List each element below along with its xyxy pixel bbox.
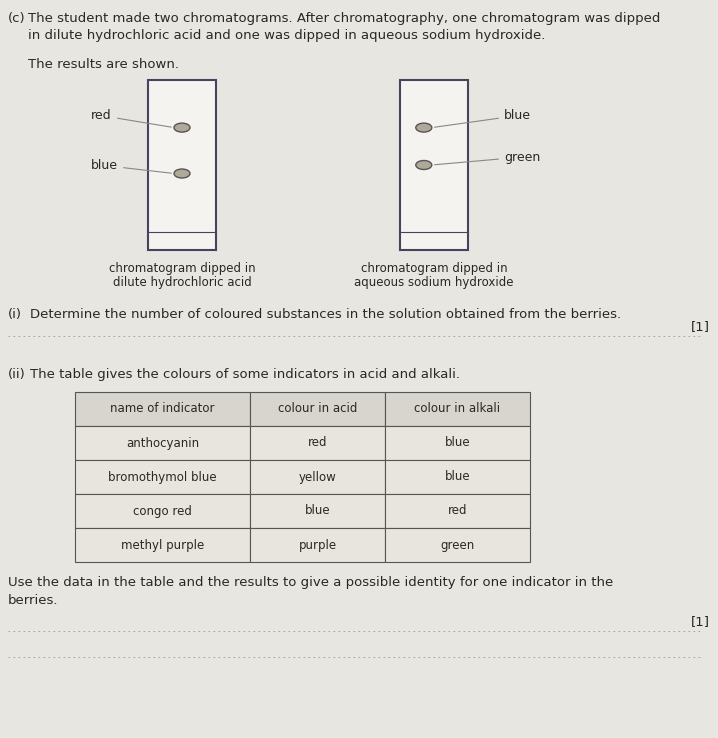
Text: The table gives the colours of some indicators in acid and alkali.: The table gives the colours of some indi… — [30, 368, 460, 381]
Text: red: red — [448, 505, 467, 517]
Text: The student made two chromatograms. After chromatography, one chromatogram was d: The student made two chromatograms. Afte… — [28, 12, 661, 42]
Bar — [385, 494, 530, 528]
Text: chromatogram dipped in: chromatogram dipped in — [108, 262, 256, 275]
Bar — [75, 494, 250, 528]
Text: yellow: yellow — [299, 471, 336, 483]
Text: (i): (i) — [8, 308, 22, 321]
Text: blue: blue — [91, 159, 172, 173]
Text: aqueous sodium hydroxide: aqueous sodium hydroxide — [354, 276, 514, 289]
Bar — [75, 392, 250, 426]
Text: chromatogram dipped in: chromatogram dipped in — [360, 262, 508, 275]
Bar — [148, 80, 216, 250]
Ellipse shape — [174, 123, 190, 132]
Ellipse shape — [416, 160, 432, 170]
Bar — [385, 528, 530, 562]
Bar — [250, 494, 385, 528]
Text: Use the data in the table and the results to give a possible identity for one in: Use the data in the table and the result… — [8, 576, 613, 607]
Ellipse shape — [174, 169, 190, 178]
Text: blue: blue — [444, 471, 470, 483]
Text: blue: blue — [444, 436, 470, 449]
Text: green: green — [440, 539, 475, 551]
Text: blue: blue — [304, 505, 330, 517]
Text: anthocyanin: anthocyanin — [126, 436, 199, 449]
Bar — [250, 460, 385, 494]
Text: bromothymol blue: bromothymol blue — [108, 471, 217, 483]
Text: colour in alkali: colour in alkali — [414, 402, 500, 415]
Bar — [400, 80, 468, 250]
Text: name of indicator: name of indicator — [111, 402, 215, 415]
Text: [1]: [1] — [691, 320, 710, 333]
Text: (ii): (ii) — [8, 368, 26, 381]
Bar — [250, 528, 385, 562]
Bar — [385, 460, 530, 494]
Text: The results are shown.: The results are shown. — [28, 58, 179, 71]
Bar — [75, 528, 250, 562]
Ellipse shape — [416, 123, 432, 132]
Text: purple: purple — [299, 539, 337, 551]
Text: colour in acid: colour in acid — [278, 402, 357, 415]
Text: dilute hydrochloric acid: dilute hydrochloric acid — [113, 276, 251, 289]
Bar — [250, 426, 385, 460]
Bar — [75, 426, 250, 460]
Text: blue: blue — [434, 109, 531, 127]
Text: red: red — [308, 436, 327, 449]
Bar — [75, 460, 250, 494]
Text: congo red: congo red — [133, 505, 192, 517]
Text: green: green — [434, 151, 540, 165]
Text: [1]: [1] — [691, 615, 710, 628]
Text: red: red — [91, 109, 172, 127]
Text: Determine the number of coloured substances in the solution obtained from the be: Determine the number of coloured substan… — [30, 308, 621, 321]
Bar — [385, 426, 530, 460]
Bar — [385, 392, 530, 426]
Bar — [250, 392, 385, 426]
Text: (c): (c) — [8, 12, 26, 25]
Text: methyl purple: methyl purple — [121, 539, 204, 551]
